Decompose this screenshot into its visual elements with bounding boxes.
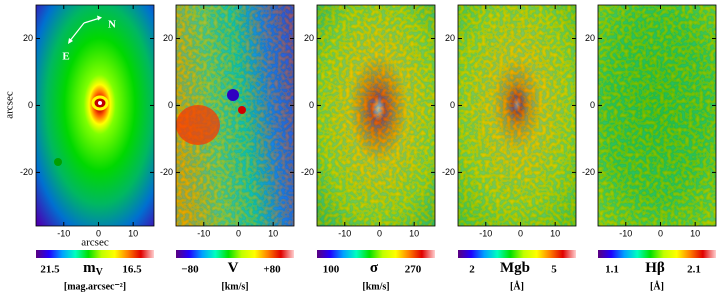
map-panel: -10 0 10 20 0 -20 −80 +80 V [km/s] bbox=[160, 4, 295, 292]
y-tick-label: -20 bbox=[582, 167, 595, 177]
compass-label: N bbox=[108, 19, 116, 31]
y-tick-label: 0 bbox=[309, 100, 314, 110]
x-tick-label: -10 bbox=[338, 228, 351, 238]
map-frame bbox=[597, 4, 717, 227]
colorbar-min: 1.1 bbox=[605, 264, 619, 276]
y-axis-label: arcsec bbox=[4, 91, 16, 119]
colorbar bbox=[317, 250, 435, 258]
y-tick-label: -20 bbox=[160, 167, 173, 177]
y-tick-label: 20 bbox=[23, 33, 33, 43]
colorbar-symbol: V bbox=[228, 260, 239, 276]
map-image bbox=[36, 5, 154, 226]
map-feature bbox=[54, 158, 62, 166]
colorbar-min: 2 bbox=[469, 264, 475, 276]
y-tick-label: -20 bbox=[20, 167, 33, 177]
symbol-subscript: V bbox=[96, 267, 104, 278]
arrow-head bbox=[68, 38, 73, 44]
x-tick-label: -10 bbox=[197, 228, 210, 238]
symbol-text: Mgb bbox=[500, 260, 530, 276]
colorbar bbox=[458, 250, 576, 258]
x-tick-label: 10 bbox=[550, 228, 560, 238]
y-tick-label: 0 bbox=[28, 100, 33, 110]
x-tick-label: 0 bbox=[658, 228, 663, 238]
symbol-text: m bbox=[83, 260, 96, 276]
colorbar-max: 2.1 bbox=[687, 264, 701, 276]
y-tick-label: 20 bbox=[585, 33, 595, 43]
colorbar-symbol: Mgb bbox=[500, 260, 530, 276]
colorbar-unit: [km/s] bbox=[362, 281, 389, 292]
x-tick-label: 10 bbox=[690, 228, 700, 238]
map-noise bbox=[317, 5, 435, 226]
colorbar-unit: [km/s] bbox=[221, 281, 248, 292]
colorbar-max: +80 bbox=[263, 264, 281, 276]
colorbar-max: 5 bbox=[551, 264, 557, 276]
colorbar-symbol: Hβ bbox=[645, 260, 665, 276]
y-tick-label: 0 bbox=[590, 100, 595, 110]
map-panel: -10 0 10 20 0 -20 1.1 2.1 Hβ [Å] bbox=[582, 4, 717, 292]
symbol-text: V bbox=[228, 260, 239, 276]
map-frame bbox=[35, 4, 155, 227]
map-panel: -10 0 10 20 0 -20 100 270 σ [km/s] bbox=[301, 4, 436, 292]
y-tick-label: 20 bbox=[163, 33, 173, 43]
map-noise bbox=[598, 5, 716, 226]
x-tick-label: -10 bbox=[57, 228, 70, 238]
map-frame bbox=[457, 4, 577, 227]
x-tick-label: 0 bbox=[96, 228, 101, 238]
colorbar-unit: [Å] bbox=[650, 280, 664, 292]
map-panel: -10 0 10 20 0 -20 21.5 16.5 mV [mag.arcsec⁻²] bbox=[20, 4, 155, 292]
x-tick-label: 10 bbox=[409, 228, 419, 238]
x-tick-label: 0 bbox=[236, 228, 241, 238]
colorbar-min: 21.5 bbox=[40, 264, 60, 276]
x-tick-label: 0 bbox=[518, 228, 523, 238]
map-feature bbox=[238, 106, 246, 114]
y-tick-label: 20 bbox=[304, 33, 314, 43]
map-core bbox=[98, 101, 102, 105]
map-feature bbox=[227, 89, 239, 101]
compass-arrow bbox=[68, 22, 85, 43]
compass-arrow bbox=[83, 17, 101, 24]
x-tick-label: 0 bbox=[377, 228, 382, 238]
colorbar bbox=[36, 250, 154, 258]
colorbar bbox=[598, 250, 716, 258]
colorbar-max: 16.5 bbox=[122, 264, 142, 276]
map-frame bbox=[316, 4, 436, 227]
colorbar-unit: [Å] bbox=[510, 280, 524, 292]
map-noise bbox=[458, 5, 576, 226]
map-panel: -10 0 10 20 0 -20 2 5 Mgb [Å] bbox=[442, 4, 577, 292]
symbol-text: Hβ bbox=[645, 260, 665, 276]
x-tick-label: -10 bbox=[619, 228, 632, 238]
colorbar-min: −80 bbox=[181, 264, 199, 276]
y-tick-label: -20 bbox=[442, 167, 455, 177]
symbol-text: σ bbox=[370, 260, 379, 276]
colorbar bbox=[176, 250, 294, 258]
x-tick-label: 10 bbox=[268, 228, 278, 238]
arrow-head bbox=[97, 15, 102, 21]
y-tick-label: -20 bbox=[301, 167, 314, 177]
compass-label: E bbox=[62, 51, 69, 63]
colorbar-max: 270 bbox=[405, 264, 422, 276]
y-tick-label: 20 bbox=[445, 33, 455, 43]
y-tick-label: 0 bbox=[168, 100, 173, 110]
y-tick-label: 0 bbox=[450, 100, 455, 110]
colorbar-unit: [mag.arcsec⁻²] bbox=[64, 281, 126, 292]
colorbar-symbol: mV bbox=[83, 260, 104, 278]
x-tick-label: -10 bbox=[479, 228, 492, 238]
compass: NE bbox=[62, 15, 116, 63]
colorbar-min: 100 bbox=[323, 264, 340, 276]
map-frame bbox=[175, 4, 295, 227]
colorbar-symbol: σ bbox=[370, 260, 379, 276]
x-axis-label: arcsec bbox=[81, 237, 109, 249]
x-tick-label: 10 bbox=[128, 228, 138, 238]
map-feature bbox=[176, 105, 220, 145]
